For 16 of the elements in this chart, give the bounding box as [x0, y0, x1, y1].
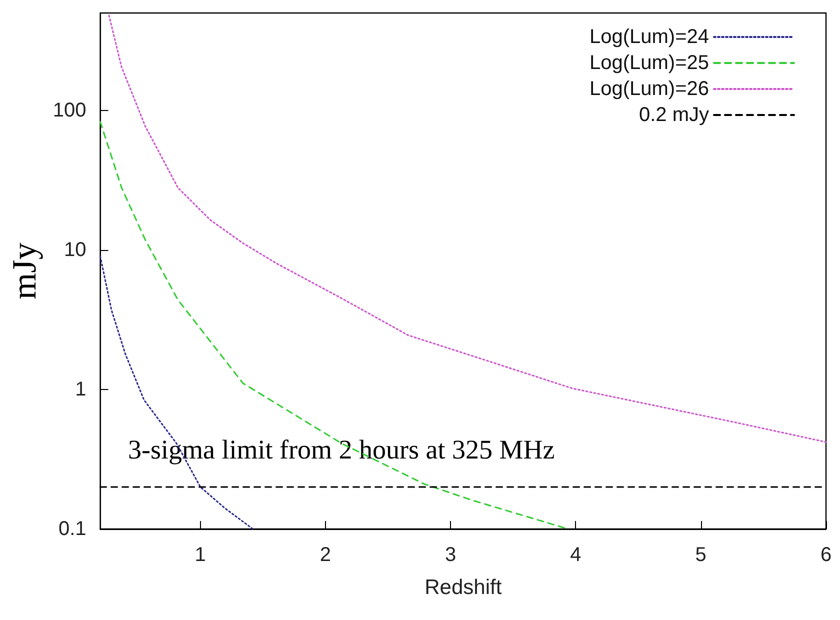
x-tick-label: 2: [320, 544, 332, 566]
y-tick-label: 0.1: [58, 518, 86, 540]
legend-label: Log(Lum)=24: [589, 26, 709, 48]
legend-label: Log(Lum)=25: [589, 52, 709, 74]
x-tick-label: 5: [695, 544, 706, 566]
x-tick-label: 6: [820, 544, 832, 566]
legend-label: Log(Lum)=26: [589, 78, 709, 100]
x-tick-label: 4: [570, 544, 582, 566]
y-tick-label: 1: [75, 378, 86, 400]
y-tick-label: 10: [64, 239, 86, 262]
legend-label: 0.2 mJy: [638, 104, 709, 126]
y-tick-label: 100: [52, 100, 86, 122]
y-axis-title: mJy: [6, 242, 44, 300]
x-axis-title: Redshift: [424, 576, 502, 599]
x-tick-label: 1: [194, 544, 206, 566]
x-tick-label: 3: [445, 544, 456, 566]
